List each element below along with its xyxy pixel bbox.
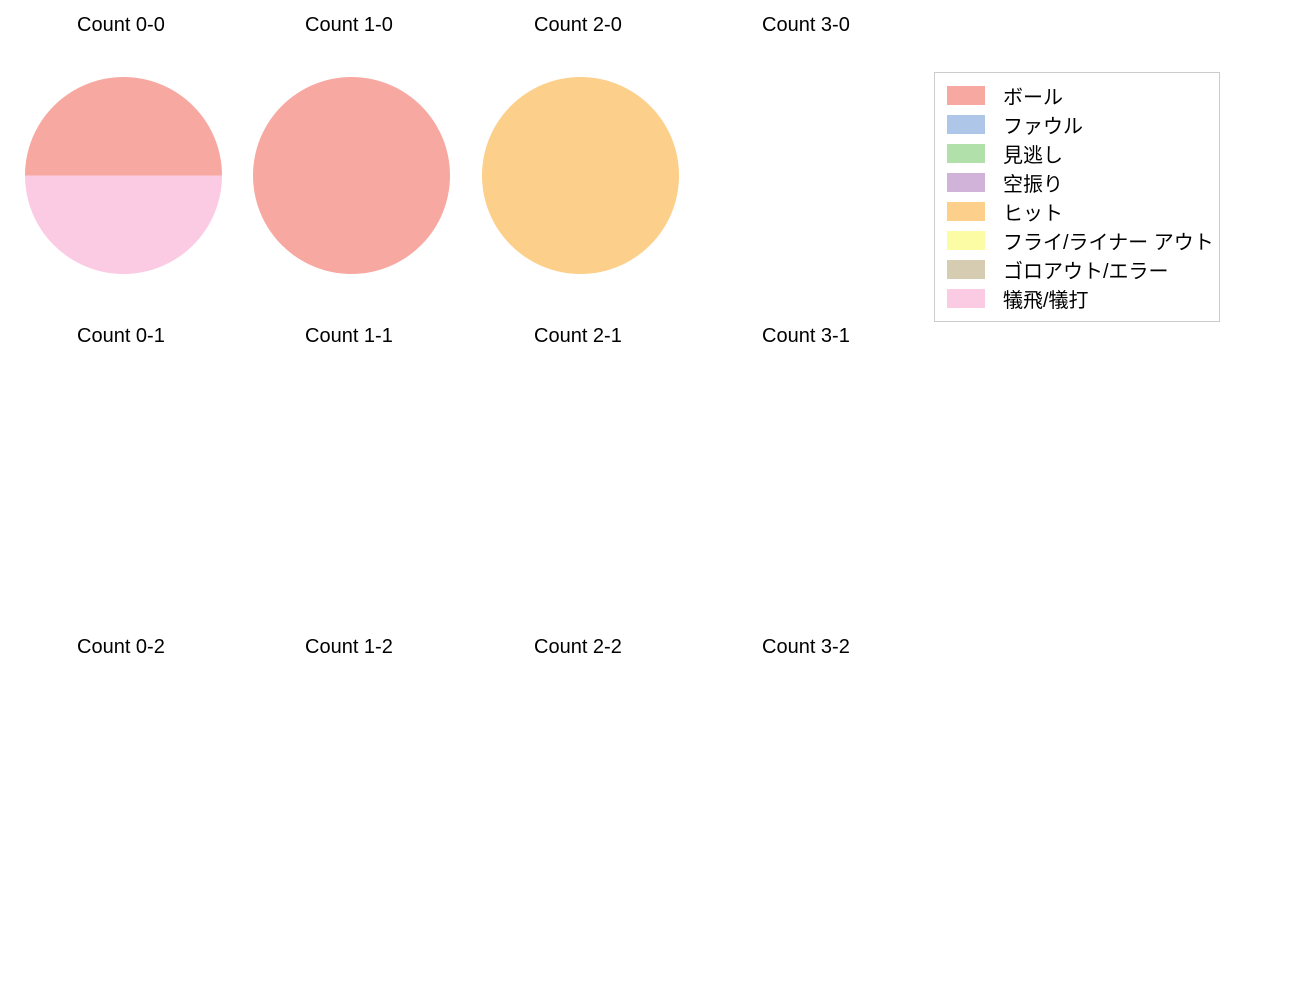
legend-swatch	[947, 260, 985, 279]
legend-swatch	[947, 231, 985, 250]
legend-item: 見逃し	[947, 139, 1207, 168]
pie-slice	[253, 77, 450, 274]
legend-item: ファウル	[947, 110, 1207, 139]
panel-title: Count 2-1	[534, 325, 622, 348]
legend-swatch	[947, 202, 985, 221]
legend-label: フライ/ライナー アウト	[1003, 226, 1214, 255]
pie-chart	[253, 77, 450, 274]
legend-item: 犠飛/犠打	[947, 284, 1207, 313]
panel-title: Count 2-0	[534, 14, 622, 37]
panel-title: Count 3-2	[762, 636, 850, 659]
legend-swatch	[947, 115, 985, 134]
legend-label: ファウル	[1003, 110, 1083, 139]
panel-title: Count 0-0	[77, 14, 165, 37]
legend: ボールファウル見逃し空振りヒットフライ/ライナー アウトゴロアウト/エラー犠飛/…	[934, 72, 1220, 322]
pie-slice	[25, 176, 222, 275]
pie-slice	[482, 77, 679, 274]
panel-title: Count 1-2	[305, 636, 393, 659]
pie-chart	[482, 77, 679, 274]
legend-swatch	[947, 86, 985, 105]
legend-swatch	[947, 144, 985, 163]
panel-title: Count 1-1	[305, 325, 393, 348]
legend-label: ゴロアウト/エラー	[1003, 255, 1169, 284]
panel-title: Count 1-0	[305, 14, 393, 37]
legend-item: ヒット	[947, 197, 1207, 226]
legend-label: 犠飛/犠打	[1003, 284, 1089, 313]
panel-title: Count 2-2	[534, 636, 622, 659]
legend-swatch	[947, 173, 985, 192]
pie-slice	[25, 77, 222, 176]
legend-item: 空振り	[947, 168, 1207, 197]
legend-item: ボール	[947, 81, 1207, 110]
legend-item: フライ/ライナー アウト	[947, 226, 1207, 255]
panel-title: Count 3-0	[762, 14, 850, 37]
legend-label: 空振り	[1003, 168, 1063, 197]
panel-title: Count 0-1	[77, 325, 165, 348]
legend-label: ヒット	[1003, 197, 1063, 226]
legend-label: ボール	[1003, 81, 1063, 110]
panel-title: Count 3-1	[762, 325, 850, 348]
legend-item: ゴロアウト/エラー	[947, 255, 1207, 284]
legend-swatch	[947, 289, 985, 308]
legend-label: 見逃し	[1003, 139, 1063, 168]
panel-title: Count 0-2	[77, 636, 165, 659]
pie-chart	[25, 77, 222, 274]
chart-grid: Count 0-0 Count 1-0 Count 2-0 Count 3-0 Coun…	[0, 0, 1300, 1000]
